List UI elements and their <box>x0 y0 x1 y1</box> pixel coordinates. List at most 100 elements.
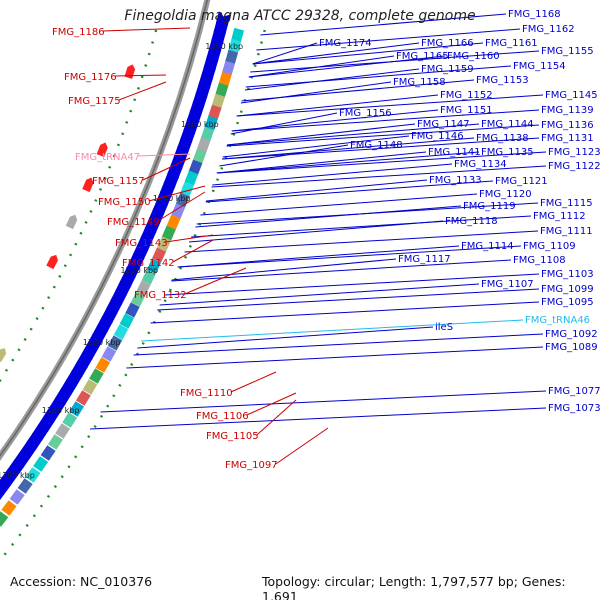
kbp-tick-label: 1160 kbp <box>0 471 35 480</box>
feature-block <box>55 423 71 439</box>
label-leader-line <box>221 137 540 160</box>
feature-block <box>141 269 156 285</box>
label-leader-line <box>137 326 434 349</box>
label-leader-line <box>148 185 206 202</box>
feature-block <box>89 368 104 384</box>
label-leader-line <box>226 123 416 146</box>
gene-label: FMG_1139 <box>541 105 594 116</box>
gene-label: FMG_tRNA46 <box>525 315 590 326</box>
forward-gene-arrow <box>186 109 202 127</box>
label-leader-line <box>191 215 532 238</box>
forward-gene-arrow <box>81 342 99 360</box>
label-leader-line <box>216 151 427 174</box>
label-leader-line <box>118 81 167 101</box>
gene-label: FMG_1121 <box>495 176 548 187</box>
outer-tick-track <box>0 29 266 561</box>
gene-label: FMG_1097 <box>225 460 278 471</box>
label-leader-line <box>157 191 206 222</box>
feature-block <box>231 27 245 43</box>
forward-gene-arrow <box>180 127 196 145</box>
feature-block <box>101 346 117 362</box>
forward-gene-arrow <box>26 432 43 450</box>
gene-label: FMG_1119 <box>463 201 516 212</box>
reverse-gene-arrow <box>46 254 58 270</box>
feature-block <box>40 445 56 461</box>
feature-block <box>184 170 199 186</box>
feature-block <box>225 49 239 65</box>
label-leader-line <box>216 151 480 174</box>
feature-block <box>222 60 235 76</box>
map-title: Finegoldia magna ATCC 29328, complete ge… <box>124 8 476 24</box>
kbp-tick-label: 1200 kbp <box>83 338 121 347</box>
forward-gene-arrow <box>32 423 49 441</box>
label-leader-line <box>245 65 512 88</box>
gene-label: FMG_1120 <box>479 189 532 200</box>
label-leader-line <box>165 234 214 243</box>
gene-label: FMG_1117 <box>398 254 451 265</box>
kbp-tick-label: 1220 kbp <box>120 266 158 275</box>
gene-label: FMG_1108 <box>513 255 566 266</box>
label-leader-line <box>172 239 214 263</box>
forward-gene-arrow <box>13 450 31 468</box>
feature-block <box>188 159 203 175</box>
label-leader-line <box>164 273 540 296</box>
label-leader-line <box>219 144 349 167</box>
gene-label: FMG_1122 <box>548 161 600 172</box>
feature-block <box>157 236 172 252</box>
label-leader-line <box>137 153 191 157</box>
gene-label: FMG_1149 <box>107 217 160 228</box>
forward-gene-arrow <box>140 226 157 244</box>
forward-gene-arrow <box>156 190 172 208</box>
label-leader-line <box>171 258 397 281</box>
gene-label: FMG_1145 <box>545 90 598 101</box>
label-leader-line <box>248 55 446 78</box>
gene-label: FMG_1148 <box>350 140 403 151</box>
gene-label: FMG_1099 <box>541 284 594 295</box>
gene-label: FMG_1142 <box>122 258 175 269</box>
feature-block <box>119 313 135 329</box>
forward-gene-arrow <box>101 307 118 325</box>
label-leader-line <box>230 371 277 393</box>
label-leader-line <box>159 283 480 306</box>
feature-block <box>208 104 222 120</box>
gene-label: FMG_1154 <box>513 61 566 72</box>
forward-gene-arrow <box>159 181 176 199</box>
topology-summary: Topology: circular; Length: 1,797,577 bp… <box>262 574 566 600</box>
feature-block <box>204 115 218 131</box>
gene-label: FMG_1136 <box>541 120 594 131</box>
forward-gene-arrow <box>152 199 169 217</box>
feature-block <box>136 280 151 296</box>
forward-gene-arrow <box>124 262 141 280</box>
label-leader-line <box>256 399 297 436</box>
gene-label: FMG_1159 <box>421 64 474 75</box>
forward-gene-arrow <box>1 468 18 486</box>
gene-label: FMG_1175 <box>68 96 121 107</box>
forward-gene-arrow <box>38 414 55 432</box>
gene-label: FMG_1114 <box>461 241 514 252</box>
gene-label: FMG_1095 <box>541 297 594 308</box>
feature-block <box>75 390 91 406</box>
label-leader-line <box>90 407 547 430</box>
forward-gene-arrow <box>43 405 61 423</box>
reverse-gene-arrow <box>82 177 94 193</box>
label-leader-line <box>252 42 318 65</box>
feature-block <box>146 258 162 274</box>
gene-label: FMG_tRNA47 <box>75 152 140 163</box>
gene-label: FMG_1132 <box>134 290 187 301</box>
forward-gene-arrow <box>20 441 37 459</box>
label-leader-line <box>205 180 494 203</box>
label-leader-line <box>184 267 247 295</box>
gene-label: FMG_1105 <box>206 431 259 442</box>
label-leader-line <box>133 333 544 356</box>
label-leader-line <box>200 193 478 216</box>
feature-block <box>200 126 215 142</box>
gene-label: FMG_1152 <box>440 90 493 101</box>
gene-label: FMG_1166 <box>421 38 474 49</box>
label-leader-line <box>177 245 460 268</box>
feature-block <box>95 357 111 373</box>
label-leader-line <box>216 151 547 174</box>
forward-gene-arrow <box>7 459 25 477</box>
gene-label: FMG_1157 <box>92 176 145 187</box>
feature-block <box>17 478 33 494</box>
